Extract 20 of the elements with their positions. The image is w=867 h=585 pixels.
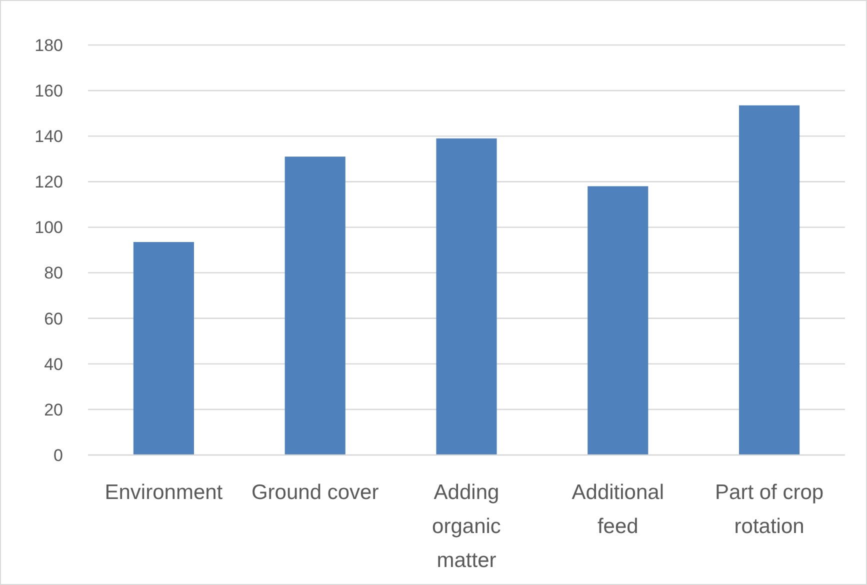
y-tick-label: 20	[44, 400, 63, 420]
y-tick-label: 40	[44, 354, 63, 374]
bar	[284, 156, 346, 455]
x-tick-label: Ground cover	[251, 481, 379, 504]
x-tick-label: Adding organic matter	[432, 481, 501, 572]
x-tick-label: Environment	[104, 481, 223, 504]
bar	[588, 186, 648, 455]
y-tick-label: 160	[34, 82, 63, 101]
y-tick-label: 180	[34, 36, 63, 55]
y-tick-label: 0	[54, 446, 63, 465]
bar	[133, 242, 194, 455]
bar	[436, 138, 497, 455]
x-tick-label: Part of crop rotation	[715, 481, 824, 538]
x-tick-label: Additional feed	[572, 481, 664, 538]
y-tick-label: 100	[34, 218, 63, 238]
bar	[739, 105, 800, 455]
y-tick-label: 120	[34, 172, 63, 192]
y-tick-label: 140	[34, 127, 63, 146]
y-tick-label: 60	[44, 309, 63, 328]
y-tick-label: 80	[44, 264, 63, 283]
